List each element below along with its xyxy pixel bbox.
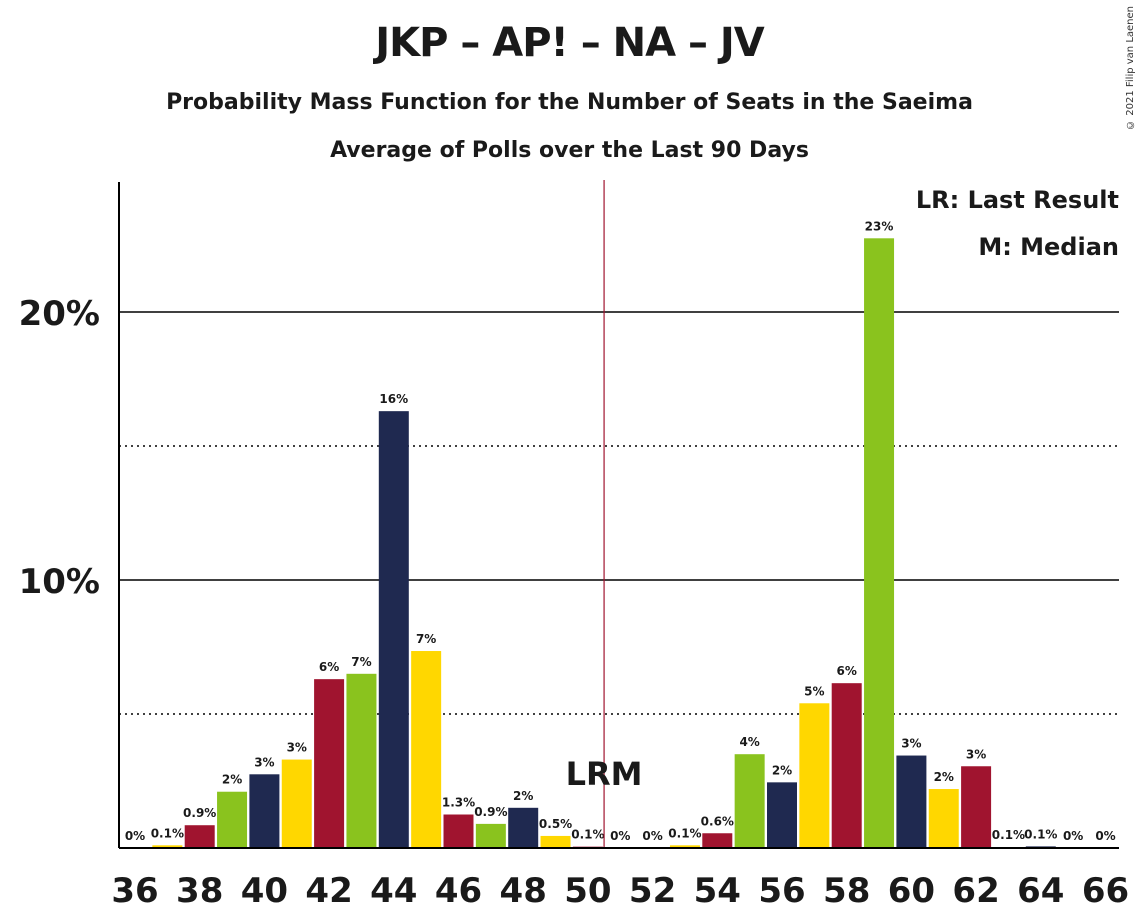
bar-value-label: 3% <box>966 747 986 761</box>
bar-seat-58 <box>831 683 862 848</box>
bar-seat-62 <box>961 766 992 848</box>
bar-value-label: 7% <box>416 632 436 646</box>
bar-value-label: 1.3% <box>442 796 475 810</box>
x-tick-label: 40 <box>241 871 288 911</box>
bar-value-label: 0.1% <box>992 828 1025 842</box>
bar-value-label: 16% <box>379 392 408 406</box>
x-tick-label: 66 <box>1082 871 1129 911</box>
bar-value-label: 0.5% <box>539 817 572 831</box>
bar-seat-44 <box>378 411 409 848</box>
bar-value-label: 0% <box>1063 829 1083 843</box>
bar-seat-55 <box>734 754 765 848</box>
bar-seat-57 <box>799 703 830 848</box>
bar-seat-54 <box>702 833 733 848</box>
bar-seat-61 <box>928 789 959 848</box>
bar-seat-60 <box>896 755 927 848</box>
legend-median: M: Median <box>978 233 1119 261</box>
bar-seat-43 <box>346 673 377 848</box>
bar-seat-49 <box>540 835 571 848</box>
bar-seat-42 <box>314 679 345 848</box>
bar-seat-46 <box>443 814 474 848</box>
bar-value-label: 3% <box>287 741 307 755</box>
bar-value-label: 3% <box>254 755 274 769</box>
bar-value-label: 0.9% <box>474 805 507 819</box>
bar-value-label: 2% <box>934 770 954 784</box>
legend-last-result: LR: Last Result <box>915 186 1119 214</box>
bar-value-label: 0% <box>610 829 630 843</box>
chart-subtitle: Probability Mass Function for the Number… <box>166 90 973 115</box>
bar-value-label: 2% <box>772 763 792 777</box>
bar-seat-47 <box>475 823 506 848</box>
bar-value-label: 4% <box>739 735 759 749</box>
x-tick-label: 60 <box>888 871 935 911</box>
x-tick-label: 50 <box>564 871 611 911</box>
bar-value-label: 6% <box>319 660 339 674</box>
y-tick-label: 10% <box>19 562 100 602</box>
bar-value-label: 3% <box>901 737 921 751</box>
y-tick-label: 20% <box>19 294 100 334</box>
bar-value-label: 2% <box>222 773 242 787</box>
bar-seat-37 <box>152 845 183 848</box>
bar-value-label: 0.6% <box>701 814 734 828</box>
x-tick-label: 46 <box>435 871 482 911</box>
bar-value-label: 0% <box>642 829 662 843</box>
lrm-marker-label: LRM <box>566 755 643 793</box>
bar-value-label: 6% <box>837 664 857 678</box>
x-tick-label: 62 <box>952 871 999 911</box>
bar-seat-40 <box>249 774 280 848</box>
bar-value-label: 0.1% <box>571 828 604 842</box>
x-tick-label: 48 <box>500 871 547 911</box>
bar-value-label: 7% <box>351 655 371 669</box>
x-tick-label: 56 <box>758 871 805 911</box>
bar-seat-56 <box>767 782 797 848</box>
bar-value-label: 0.1% <box>151 826 184 840</box>
x-tick-label: 42 <box>305 871 352 911</box>
x-tick-label: 36 <box>111 871 158 911</box>
bar-value-label: 2% <box>513 789 533 803</box>
x-tick-label: 64 <box>1017 871 1064 911</box>
bar-seat-38 <box>184 825 215 848</box>
bar-seat-45 <box>411 651 442 848</box>
chart-title: JKP – AP! – NA – JV <box>375 20 765 66</box>
bar-seat-48 <box>508 807 539 848</box>
x-tick-label: 52 <box>629 871 676 911</box>
bar-value-label: 23% <box>865 219 894 233</box>
x-tick-label: 58 <box>823 871 870 911</box>
bar-seat-39 <box>217 791 248 848</box>
bar-seat-41 <box>281 759 312 848</box>
bar-value-label: 0.9% <box>183 806 216 820</box>
chart-subtitle-2: Average of Polls over the Last 90 Days <box>330 138 809 163</box>
bar-value-label: 5% <box>804 684 824 698</box>
x-tick-label: 44 <box>370 871 417 911</box>
bar-value-label: 0.1% <box>668 826 701 840</box>
bar-seat-53 <box>669 845 700 848</box>
bar-value-label: 0% <box>125 829 145 843</box>
bar-seat-59 <box>864 238 895 849</box>
bar-value-label: 0.1% <box>1024 827 1057 841</box>
bar-value-label: 0% <box>1095 829 1115 843</box>
x-tick-label: 38 <box>176 871 223 911</box>
x-tick-label: 54 <box>694 871 741 911</box>
